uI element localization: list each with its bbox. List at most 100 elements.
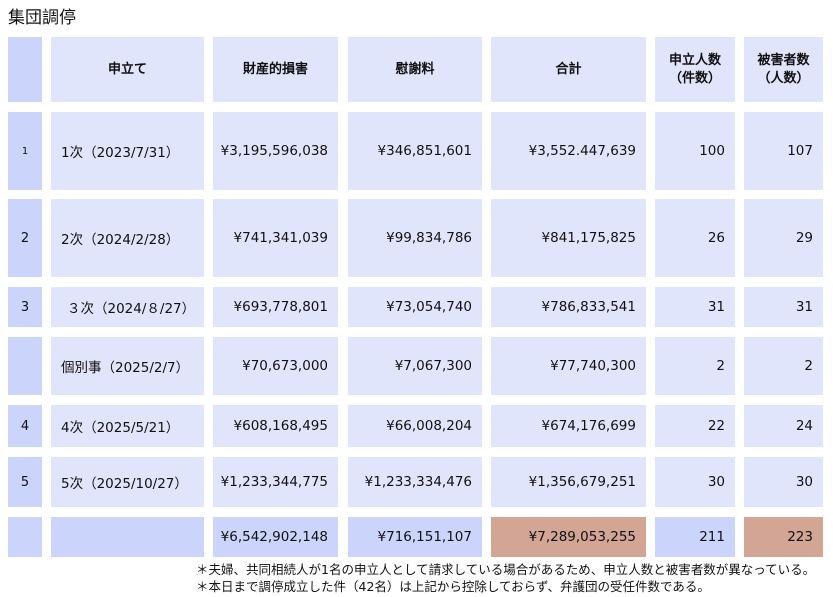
row-1-total: ¥3,552.447,639	[491, 112, 646, 190]
row-1-filing: 1次（2023/7/31）	[51, 112, 204, 190]
row-4-solatium-text: ¥7,067,300	[394, 358, 472, 374]
row-6-total: ¥1,356,679,251	[491, 457, 646, 507]
row-1-victims-text: 107	[787, 143, 813, 159]
total-sum: ¥7,289,053,255	[491, 517, 646, 557]
total-index-cell	[8, 517, 42, 557]
row-3-filing: ３次（2024/８/27）	[51, 287, 204, 327]
row-5-applicants-text: 22	[707, 418, 725, 434]
row-1-filing-text: 1次（2023/7/31）	[61, 145, 180, 161]
row-1-solatium-text: ¥346,851,601	[377, 143, 472, 159]
row-2-filing-text: 2次（2024/2/28）	[61, 232, 180, 248]
row-6-solatium-text: ¥1,233,334,476	[364, 474, 472, 490]
header-total-text: 合計	[555, 61, 582, 77]
row-1-victims: 107	[744, 112, 823, 190]
header-index-cell	[8, 37, 42, 102]
row-6-total-text: ¥1,356,679,251	[528, 474, 636, 490]
row-5-filing: 4次（2025/5/21）	[51, 405, 204, 447]
row-4-total-text: ¥77,740,300	[550, 358, 636, 374]
row-6-victims-text: 30	[795, 474, 813, 490]
row-5-applicants: 22	[655, 405, 735, 447]
row-6-no-text: 5	[20, 474, 30, 490]
row-3-victims: 31	[744, 287, 823, 327]
total-label-cell	[51, 517, 204, 557]
row-4-property-text: ¥70,673,000	[242, 358, 328, 374]
row-2-no-text: 2	[20, 230, 30, 246]
total-applicants: 211	[655, 517, 735, 557]
row-4-filing: 個別事（2025/2/7）	[51, 337, 204, 395]
row-4-applicants-text: 2	[716, 358, 725, 374]
row-3-no: 3	[8, 287, 42, 327]
row-5-property-text: ¥608,168,495	[233, 418, 328, 434]
row-1-solatium: ¥346,851,601	[348, 112, 482, 190]
row-2-total: ¥841,175,825	[491, 199, 646, 277]
row-5-no-text: 4	[20, 418, 30, 434]
row-1-no: 1	[8, 112, 42, 190]
total-property-text: ¥6,542,902,148	[220, 529, 328, 545]
row-3-filing-text: ３次（2024/８/27）	[67, 301, 196, 317]
row-2-applicants: 26	[655, 199, 735, 277]
header-property-damage: 財産的損害	[213, 37, 338, 102]
row-3-no-text: 3	[20, 299, 30, 315]
row-3-applicants: 31	[655, 287, 735, 327]
row-6-filing: 5次（2025/10/27）	[51, 457, 204, 507]
row-6-property: ¥1,233,344,775	[213, 457, 338, 507]
row-6-property-text: ¥1,233,344,775	[220, 474, 328, 490]
row-3-property-text: ¥693,778,801	[233, 299, 328, 315]
row-1-applicants: 100	[655, 112, 735, 190]
header-victims: 被害者数 （人数）	[744, 37, 823, 102]
row-5-total: ¥674,176,699	[491, 405, 646, 447]
row-6-applicants: 30	[655, 457, 735, 507]
row-3-solatium: ¥73,054,740	[348, 287, 482, 327]
row-2-no: 2	[8, 199, 42, 277]
header-solatium-text: 慰謝料	[395, 61, 435, 77]
header-applicants-line2: （件数）	[668, 70, 721, 86]
row-2-total-text: ¥841,175,825	[541, 230, 636, 246]
total-solatium: ¥716,151,107	[348, 517, 482, 557]
row-1-applicants-text: 100	[699, 143, 725, 159]
row-5-property: ¥608,168,495	[213, 405, 338, 447]
total-applicants-text: 211	[699, 529, 725, 545]
row-2-property: ¥741,341,039	[213, 199, 338, 277]
total-victims: 223	[744, 517, 823, 557]
row-5-solatium-text: ¥66,008,204	[386, 418, 472, 434]
row-4-solatium: ¥7,067,300	[348, 337, 482, 395]
row-3-solatium-text: ¥73,054,740	[386, 299, 472, 315]
footnote-1: ＊夫婦、共同相続人が1名の申立人として請求している場合があるため、申立人数と被害…	[196, 562, 816, 577]
row-2-applicants-text: 26	[707, 230, 725, 246]
row-4-no	[8, 337, 42, 395]
row-5-solatium: ¥66,008,204	[348, 405, 482, 447]
header-applicants-line1: 申立人数	[668, 52, 721, 68]
row-4-total: ¥77,740,300	[491, 337, 646, 395]
row-3-applicants-text: 31	[707, 299, 725, 315]
row-5-no: 4	[8, 405, 42, 447]
header-total: 合計	[491, 37, 646, 102]
total-sum-text: ¥7,289,053,255	[528, 529, 636, 545]
row-5-victims: 24	[744, 405, 823, 447]
row-4-victims: 2	[744, 337, 823, 395]
row-2-filing: 2次（2024/2/28）	[51, 199, 204, 277]
total-property: ¥6,542,902,148	[213, 517, 338, 557]
row-4-victims-text: 2	[804, 358, 813, 374]
row-2-victims-text: 29	[795, 230, 813, 246]
total-solatium-text: ¥716,151,107	[377, 529, 472, 545]
footnote-2: ＊本日まで調停成立した件（42名）は上記から控除しておらず、弁護団の受任件数であ…	[196, 579, 710, 594]
row-3-property: ¥693,778,801	[213, 287, 338, 327]
row-5-filing-text: 4次（2025/5/21）	[61, 420, 180, 436]
row-6-victims: 30	[744, 457, 823, 507]
row-1-total-text: ¥3,552.447,639	[528, 143, 636, 159]
header-solatium: 慰謝料	[348, 37, 482, 102]
header-applicants: 申立人数 （件数）	[655, 37, 735, 102]
row-2-solatium: ¥99,834,786	[348, 199, 482, 277]
row-1-property-text: ¥3,195,596,038	[220, 143, 328, 159]
total-victims-text: 223	[787, 529, 813, 545]
row-6-solatium: ¥1,233,334,476	[348, 457, 482, 507]
page-title: 集団調停	[8, 8, 76, 28]
row-3-total: ¥786,833,541	[491, 287, 646, 327]
row-4-property: ¥70,673,000	[213, 337, 338, 395]
header-victims-line1: 被害者数	[757, 52, 810, 68]
header-filing-text: 申立て	[107, 61, 147, 77]
row-4-filing-text: 個別事（2025/2/7）	[61, 360, 190, 376]
header-filing: 申立て	[51, 37, 204, 102]
header-victims-line2: （人数）	[757, 70, 810, 86]
header-property-damage-text: 財産的損害	[242, 61, 308, 77]
